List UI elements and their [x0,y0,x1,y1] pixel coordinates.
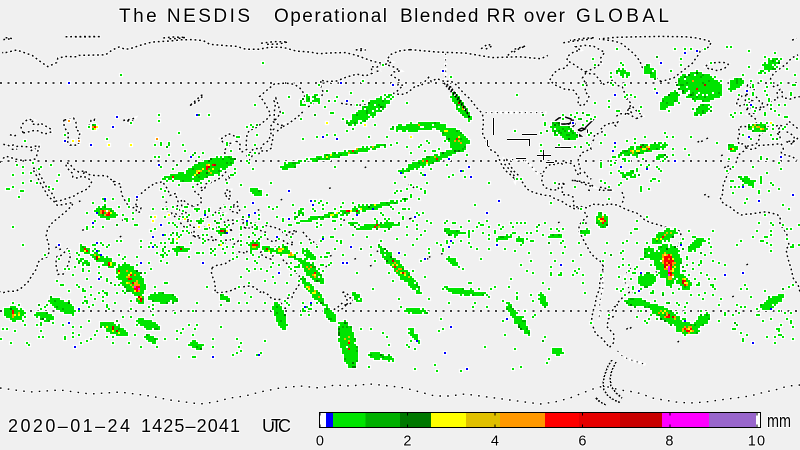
svg-text:8: 8 [665,434,674,450]
svg-text:GLOBAL: GLOBAL [576,6,669,27]
svg-text:2: 2 [403,434,412,450]
svg-text:6: 6 [578,434,587,450]
svg-text:UTC: UTC [262,416,291,436]
svg-text:Operational: Operational [274,6,387,27]
svg-text:mm: mm [767,411,791,431]
svg-text:The NESDIS: The NESDIS [119,6,250,27]
svg-text:10: 10 [748,434,767,450]
svg-text:1425–2041: 1425–2041 [141,416,240,436]
svg-text:Blended RR over: Blended RR over [400,6,566,27]
svg-text:0: 0 [316,434,325,450]
svg-text:4: 4 [491,434,500,450]
